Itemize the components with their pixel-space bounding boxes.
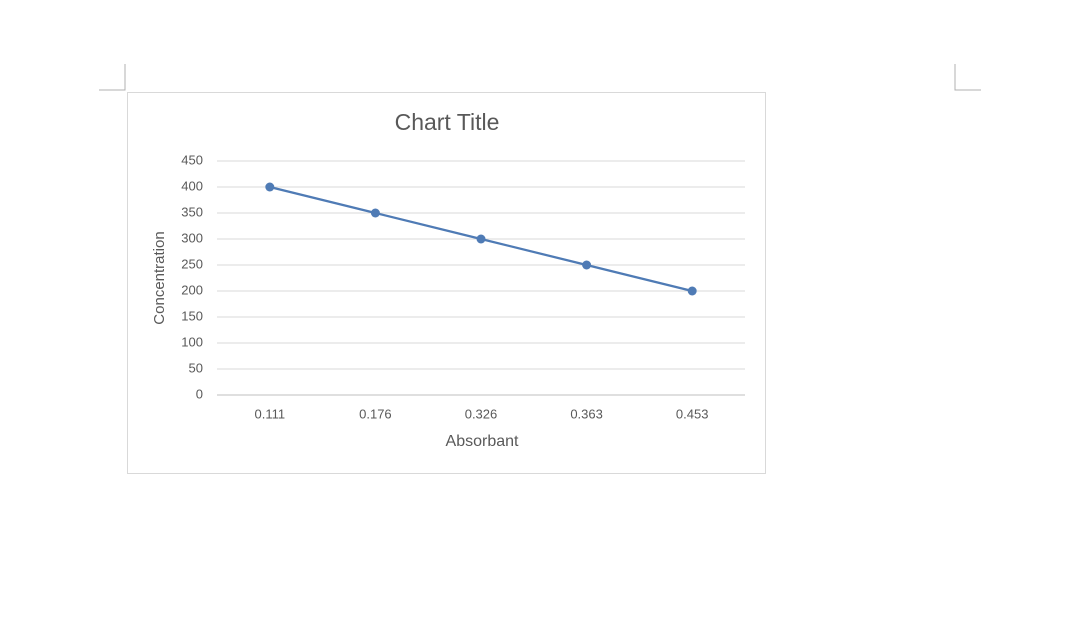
x-tick-label: 0.176 bbox=[359, 406, 392, 421]
y-tick-label: 0 bbox=[196, 386, 203, 401]
margin-corner bbox=[99, 64, 126, 91]
x-tick-label: 0.453 bbox=[676, 406, 709, 421]
x-tick-label: 0.326 bbox=[465, 406, 498, 421]
chart-title: Chart Title bbox=[395, 109, 500, 135]
data-point bbox=[582, 260, 592, 270]
data-point bbox=[265, 182, 275, 192]
data-point bbox=[687, 286, 697, 296]
y-axis-label: Concentration bbox=[151, 231, 168, 324]
y-tick-label: 400 bbox=[181, 178, 203, 193]
x-tick-label: 0.111 bbox=[254, 406, 285, 421]
y-tick-label: 150 bbox=[181, 308, 203, 323]
y-tick-label: 200 bbox=[181, 282, 203, 297]
data-point bbox=[476, 234, 486, 244]
y-tick-label: 300 bbox=[181, 230, 203, 245]
data-point bbox=[370, 208, 380, 218]
chart-frame bbox=[127, 92, 766, 474]
x-axis-label: Absorbant bbox=[446, 433, 519, 450]
margin-corner bbox=[954, 64, 981, 91]
y-tick-label: 350 bbox=[181, 204, 203, 219]
y-tick-label: 450 bbox=[181, 152, 203, 167]
y-tick-label: 50 bbox=[189, 360, 203, 375]
y-tick-label: 250 bbox=[181, 256, 203, 271]
x-tick-label: 0.363 bbox=[570, 406, 603, 421]
y-tick-label: 100 bbox=[181, 334, 203, 349]
